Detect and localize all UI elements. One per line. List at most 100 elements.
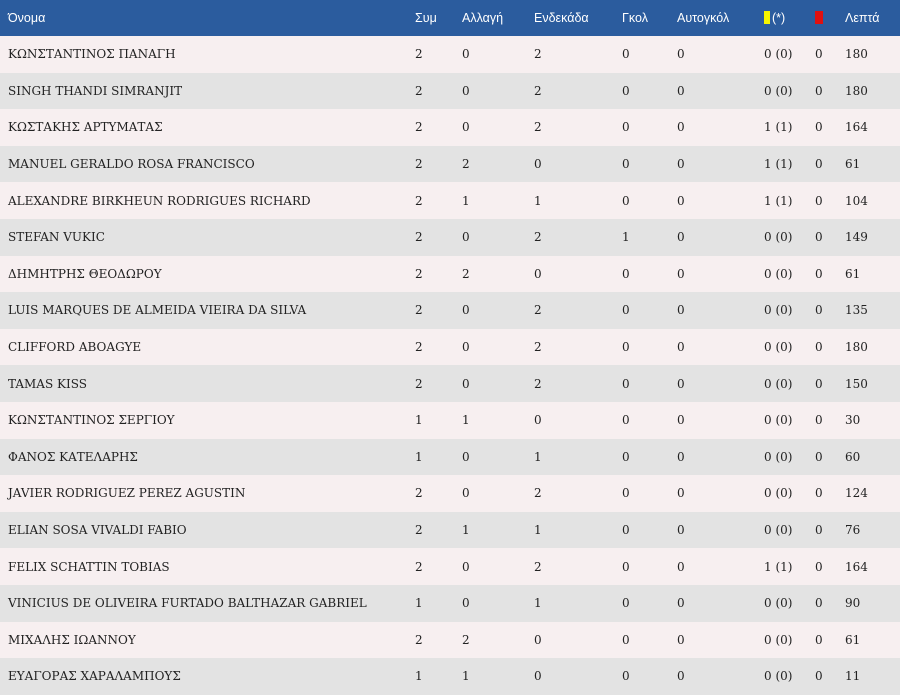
cell-yellow-cards: 1 (1) (764, 120, 793, 135)
table-row: ΚΩΣΤΑΚΗΣ ΑΡΤΥΜΑΤΑΣ 2 0 2 0 0 1 (1) 0 164 (0, 109, 900, 146)
cell-name[interactable]: MANUEL GERALDO ROSA FRANCISCO (8, 157, 255, 172)
cell-name[interactable]: ΚΩΝΣΤΑΝΤΙΝΟΣ ΠΑΝΑΓΗ (8, 47, 176, 62)
column-header-sub[interactable]: Αλλαγή (462, 11, 504, 25)
cell-name[interactable]: ΜΙΧΑΛΗΣ ΙΩΑΝΝΟΥ (8, 632, 136, 647)
cell-name[interactable]: ΚΩΣΤΑΚΗΣ ΑΡΤΥΜΑΤΑΣ (8, 120, 163, 135)
cell-apps: 2 (415, 266, 423, 281)
cell-goals: 0 (622, 376, 630, 391)
table-row: MANUEL GERALDO ROSA FRANCISCO 2 2 0 0 0 1 (1) 0… (0, 145, 900, 183)
cell-sub: 0 (462, 47, 470, 62)
red-card-icon (815, 11, 823, 24)
cell-minutes: 61 (845, 266, 861, 281)
column-header-minutes[interactable]: Λεπτά (845, 11, 880, 25)
cell-starts: 1 (534, 449, 542, 464)
cell-red-cards: 0 (815, 230, 823, 245)
cell-apps: 2 (415, 47, 423, 62)
cell-starts: 2 (534, 230, 542, 245)
cell-goals: 0 (622, 596, 630, 611)
cell-minutes: 180 (845, 83, 868, 98)
cell-minutes: 11 (845, 669, 861, 684)
cell-red-cards: 0 (815, 523, 823, 538)
cell-starts: 0 (534, 632, 542, 647)
cell-goals: 1 (622, 230, 630, 245)
cell-minutes: 76 (845, 523, 861, 538)
column-header-name[interactable]: Όνομα (8, 11, 46, 25)
cell-sub: 1 (462, 669, 470, 684)
cell-own-goals: 0 (677, 230, 685, 245)
cell-name[interactable]: ΕΥΑΓΟΡΑΣ ΧΑΡΑΛΑΜΠΟΥΣ (8, 669, 181, 684)
column-header-own-goals[interactable]: Αυτογκόλ (677, 11, 730, 25)
cell-yellow-cards: 0 (0) (764, 413, 793, 428)
cell-starts: 0 (534, 157, 542, 172)
cell-own-goals: 0 (677, 47, 685, 62)
cell-own-goals: 0 (677, 596, 685, 611)
cell-goals: 0 (622, 120, 630, 135)
table-row: FELIX SCHATTIN TOBIAS 2 0 2 0 0 1 (1) 0 164 (0, 548, 900, 585)
cell-red-cards: 0 (815, 632, 823, 647)
cell-own-goals: 0 (677, 193, 685, 208)
cell-own-goals: 0 (677, 303, 685, 318)
cell-name[interactable]: STEFAN VUKIC (8, 230, 105, 245)
cell-goals: 0 (622, 632, 630, 647)
cell-apps: 2 (415, 83, 423, 98)
cell-starts: 2 (534, 83, 542, 98)
cell-name[interactable]: ΦΑΝΟΣ ΚΑΤΕΛΑΡΗΣ (8, 449, 138, 464)
cell-sub: 1 (462, 193, 470, 208)
cell-goals: 0 (622, 193, 630, 208)
cell-sub: 2 (462, 266, 470, 281)
cell-name[interactable]: SINGH THANDI SIMRANJIT (8, 83, 183, 98)
cell-name[interactable]: ELIAN SOSA VIVALDI FABIO (8, 523, 187, 538)
cell-goals: 0 (622, 413, 630, 428)
cell-sub: 0 (462, 449, 470, 464)
column-header-yellow-cards[interactable]: (*) (764, 0, 815, 36)
cell-own-goals: 0 (677, 559, 685, 574)
cell-starts: 1 (534, 193, 542, 208)
cell-yellow-cards: 0 (0) (764, 596, 793, 611)
cell-name[interactable]: LUIS MARQUES DE ALMEIDA VIEIRA DA SILVA (8, 303, 307, 318)
cell-name[interactable]: TAMAS KISS (8, 376, 87, 391)
cell-goals: 0 (622, 47, 630, 62)
cell-own-goals: 0 (677, 376, 685, 391)
cell-goals: 0 (622, 266, 630, 281)
table-header-row: Όνομα Συμ Αλλαγή Ενδεκάδα Γκολ Αυτογκόλ … (0, 0, 900, 36)
cell-goals: 0 (622, 157, 630, 172)
cell-name[interactable]: VINICIUS DE OLIVEIRA FURTADO BALTHAZAR G… (8, 596, 367, 611)
cell-own-goals: 0 (677, 157, 685, 172)
cell-apps: 2 (415, 303, 423, 318)
cell-yellow-cards: 0 (0) (764, 632, 793, 647)
yellow-card-suffix: (*) (772, 11, 786, 25)
cell-goals: 0 (622, 303, 630, 318)
cell-apps: 2 (415, 486, 423, 501)
column-header-starts[interactable]: Ενδεκάδα (534, 11, 589, 25)
cell-name[interactable]: JAVIER RODRIGUEZ PEREZ AGUSTIN (8, 486, 246, 501)
cell-apps: 1 (415, 413, 423, 428)
column-header-goals[interactable]: Γκολ (622, 11, 648, 25)
cell-starts: 2 (534, 47, 542, 62)
cell-goals: 0 (622, 669, 630, 684)
cell-yellow-cards: 0 (0) (764, 230, 793, 245)
cell-yellow-cards: 0 (0) (764, 340, 793, 355)
cell-sub: 0 (462, 83, 470, 98)
cell-sub: 0 (462, 230, 470, 245)
cell-starts: 1 (534, 596, 542, 611)
cell-apps: 2 (415, 120, 423, 135)
cell-apps: 1 (415, 596, 423, 611)
table-row: ΔΗΜΗΤΡΗΣ ΘΕΟΔΩΡΟΥ 2 2 0 0 0 0 (0) 0 61 (0, 255, 900, 293)
cell-own-goals: 0 (677, 449, 685, 464)
cell-name[interactable]: FELIX SCHATTIN TOBIAS (8, 559, 170, 574)
cell-name[interactable]: CLIFFORD ABOAGYE (8, 340, 142, 355)
cell-minutes: 180 (845, 47, 868, 62)
column-header-red-cards[interactable] (815, 0, 845, 36)
cell-red-cards: 0 (815, 83, 823, 98)
cell-red-cards: 0 (815, 266, 823, 281)
cell-name[interactable]: ALEXANDRE BIRKHEUN RODRIGUES RICHARD (8, 193, 311, 208)
column-header-apps[interactable]: Συμ (415, 11, 437, 25)
cell-name[interactable]: ΔΗΜΗΤΡΗΣ ΘΕΟΔΩΡΟΥ (8, 266, 162, 281)
table-row: CLIFFORD ABOAGYE 2 0 2 0 0 0 (0) 0 180 (0, 328, 900, 366)
cell-starts: 2 (534, 486, 542, 501)
cell-red-cards: 0 (815, 413, 823, 428)
cell-name[interactable]: ΚΩΝΣΤΑΝΤΙΝΟΣ ΣΕΡΓΙΟΥ (8, 413, 175, 428)
cell-apps: 2 (415, 376, 423, 391)
table-row: ALEXANDRE BIRKHEUN RODRIGUES RICHARD 2 1 1 0… (0, 182, 900, 219)
